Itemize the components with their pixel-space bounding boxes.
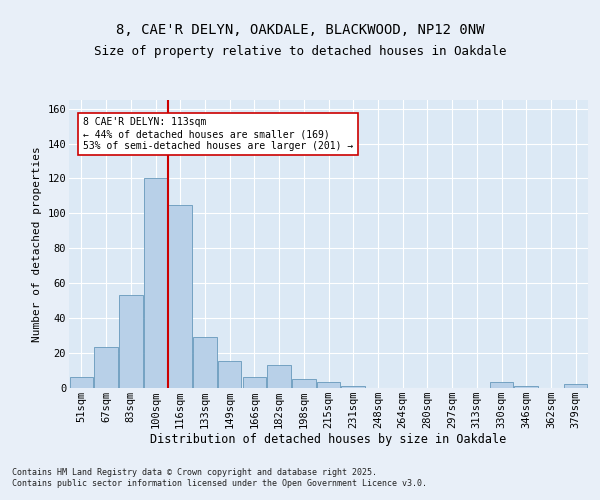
X-axis label: Distribution of detached houses by size in Oakdale: Distribution of detached houses by size …: [151, 434, 506, 446]
Bar: [514, 386, 538, 388]
Bar: [169, 204, 192, 388]
Bar: [242, 377, 266, 388]
Bar: [218, 362, 241, 388]
Text: 8 CAE'R DELYN: 113sqm
← 44% of detached houses are smaller (169)
53% of semi-det: 8 CAE'R DELYN: 113sqm ← 44% of detached …: [83, 118, 353, 150]
Bar: [564, 384, 587, 388]
Bar: [317, 382, 340, 388]
Bar: [193, 337, 217, 388]
Bar: [268, 365, 291, 388]
Text: 8, CAE'R DELYN, OAKDALE, BLACKWOOD, NP12 0NW: 8, CAE'R DELYN, OAKDALE, BLACKWOOD, NP12…: [116, 22, 484, 36]
Y-axis label: Number of detached properties: Number of detached properties: [32, 146, 42, 342]
Bar: [144, 178, 167, 388]
Bar: [70, 377, 93, 388]
Text: Contains HM Land Registry data © Crown copyright and database right 2025.
Contai: Contains HM Land Registry data © Crown c…: [12, 468, 427, 487]
Bar: [341, 386, 365, 388]
Bar: [490, 382, 513, 388]
Bar: [292, 379, 316, 388]
Bar: [119, 295, 143, 388]
Bar: [94, 348, 118, 388]
Text: Size of property relative to detached houses in Oakdale: Size of property relative to detached ho…: [94, 45, 506, 58]
